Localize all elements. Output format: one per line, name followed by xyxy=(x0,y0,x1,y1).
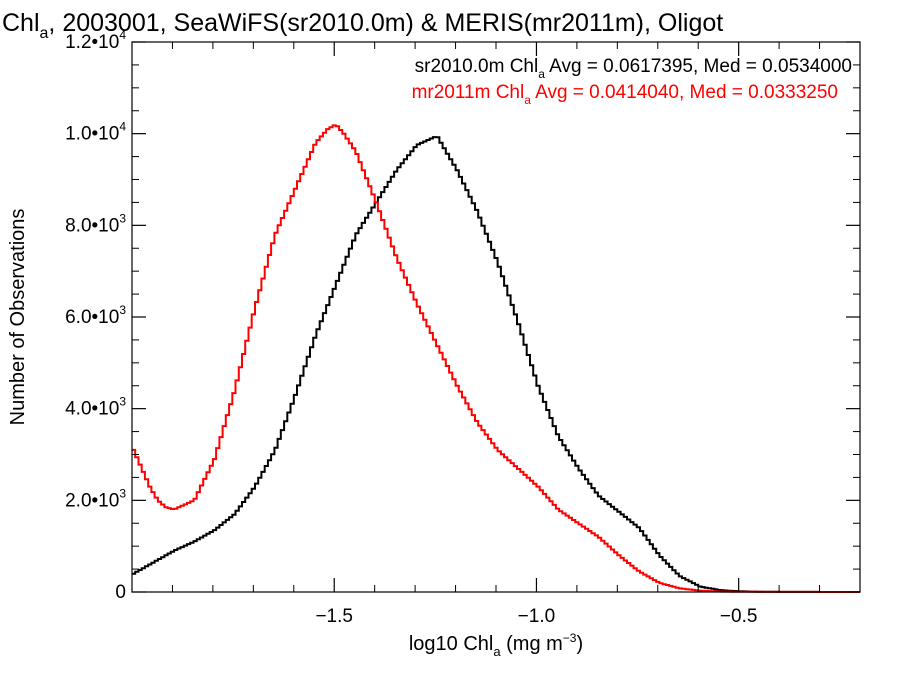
legend-entry-seawifs: sr2010.0m Chla Avg = 0.0617395, Med = 0.… xyxy=(415,56,852,81)
x-axis-label: log10 Chla (mg m−3) xyxy=(409,631,583,659)
plot-frame xyxy=(131,41,861,593)
legend-entry-meris: mr2011m Chla Avg = 0.0414040, Med = 0.03… xyxy=(412,82,838,107)
series-layer xyxy=(132,124,860,593)
x-tick-label: −1.0 xyxy=(518,606,556,627)
x-tick-label: −1.5 xyxy=(315,606,353,627)
y-tick-label: 8.0•103 xyxy=(65,211,126,236)
series-line-1 xyxy=(132,124,860,593)
y-axis-label: Number of Observations xyxy=(7,209,29,426)
y-tick-label: 1.0•104 xyxy=(65,120,126,145)
chart-title: Chla, 2003001, SeaWiFS(sr2010.0m) & MERI… xyxy=(2,9,723,42)
y-tick-label: 4.0•103 xyxy=(65,395,126,420)
axes-layer: 0 2.0•103 4.0•103 6.0•103 8.0•103 1.0•104 1.2•… xyxy=(65,28,861,627)
x-tick-label: −0.5 xyxy=(720,606,758,627)
y-tick-label: 6.0•103 xyxy=(65,303,126,328)
legend: sr2010.0m Chla Avg = 0.0617395, Med = 0.… xyxy=(412,56,852,107)
y-tick-label: 2.0•103 xyxy=(65,486,126,511)
y-tick-label: 0 xyxy=(115,582,126,603)
y-tick-label: 1.2•104 xyxy=(65,28,126,53)
